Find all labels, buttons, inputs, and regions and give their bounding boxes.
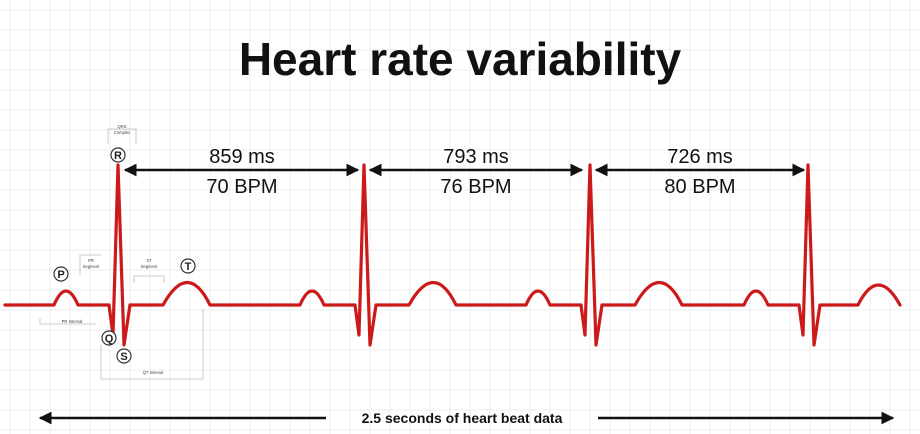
- wave-s-marker: S: [116, 348, 132, 364]
- pr-segment-label-line2: Segment: [83, 264, 101, 269]
- svg-text:Q: Q: [105, 333, 114, 345]
- interval-1-bpm: 70 BPM: [206, 176, 277, 198]
- wave-t-marker: T: [180, 258, 196, 274]
- ecg-waveform: [3, 163, 902, 347]
- st-segment-label-line1: ST: [146, 258, 152, 263]
- qrs-label-line2: Complex: [114, 130, 131, 135]
- st-segment-label-line2: Segment: [141, 264, 159, 269]
- qrs-label-line1: QRS: [117, 124, 126, 129]
- interval-3-bpm: 80 BPM: [664, 176, 735, 198]
- pr-interval-label: PR Interval: [62, 319, 83, 324]
- interval-2-bpm: 76 BPM: [440, 176, 511, 198]
- qt-interval-label: QT Interval: [143, 370, 164, 375]
- svg-text:S: S: [120, 351, 127, 363]
- pr-segment-label-line1: PR: [88, 258, 94, 263]
- svg-text:T: T: [185, 261, 192, 273]
- segment-guides: [39, 128, 204, 380]
- wave-r-marker: R: [110, 147, 126, 163]
- interval-3-ms: 726 ms: [667, 146, 733, 168]
- svg-text:R: R: [114, 150, 122, 162]
- interval-2-ms: 793 ms: [443, 146, 509, 168]
- diagram-title: Heart rate variability: [239, 33, 682, 85]
- interval-1-ms: 859 ms: [209, 146, 275, 168]
- wave-p-marker: P: [53, 266, 69, 282]
- svg-text:P: P: [57, 269, 64, 281]
- footer-caption: 2.5 seconds of heart beat data: [362, 410, 563, 426]
- wave-q-marker: Q: [101, 330, 117, 346]
